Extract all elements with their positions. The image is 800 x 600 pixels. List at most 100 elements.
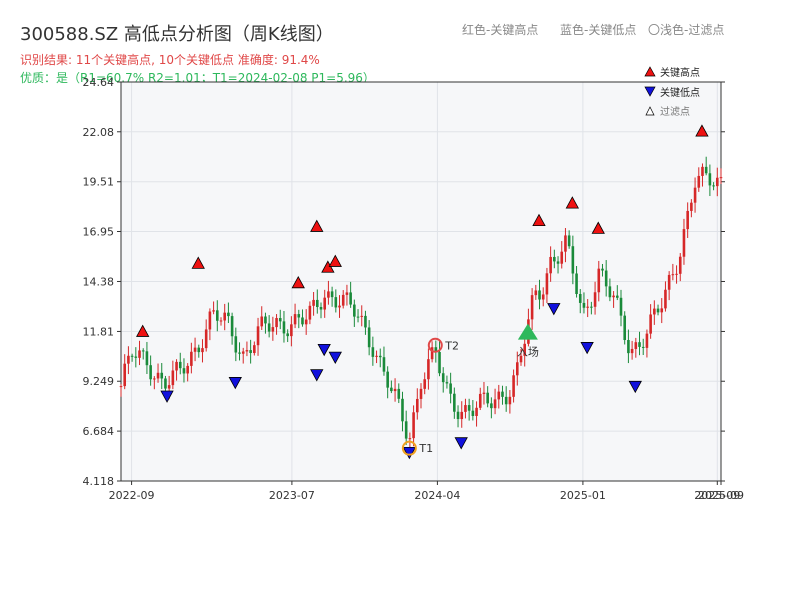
key-high-marker <box>591 221 605 234</box>
candle-body <box>456 411 460 420</box>
x-tick-label: 2025-01 <box>560 489 606 502</box>
entry-marker <box>517 323 538 340</box>
candle-body <box>134 356 138 358</box>
candle-body <box>338 305 341 308</box>
candle-body <box>523 343 527 356</box>
key-high-marker <box>136 324 150 337</box>
chart-title: 300588.SZ 高低点分析图（周K线图） <box>20 24 334 45</box>
candle-body <box>656 308 660 313</box>
candle-body <box>549 256 552 274</box>
candle-body <box>186 365 189 374</box>
candle-body <box>545 273 549 295</box>
y-tick-label: 9.249 <box>83 375 115 388</box>
candle-body <box>478 393 482 408</box>
candle-body <box>453 393 456 412</box>
candle-body <box>534 290 538 296</box>
key-high-marker <box>191 256 205 269</box>
candle-body <box>386 371 389 388</box>
candle-body <box>671 274 675 276</box>
candle-body <box>319 307 323 310</box>
candle-body <box>567 235 571 247</box>
candle-body <box>519 355 523 363</box>
candle-body <box>508 396 512 405</box>
key-low-marker <box>328 351 342 364</box>
candle-body <box>678 256 682 274</box>
y-tick-label: 19.51 <box>83 176 115 189</box>
key-high-marker <box>565 196 579 209</box>
candle-body <box>193 347 197 352</box>
y-tick-label: 4.118 <box>83 475 115 488</box>
candle-body <box>564 235 567 252</box>
candle-body <box>367 327 371 348</box>
candle-body <box>356 316 360 318</box>
candle-body <box>308 305 312 320</box>
candle-body <box>530 295 534 320</box>
candle-body <box>493 399 497 409</box>
candle-body <box>245 350 249 352</box>
candle-body <box>382 357 386 372</box>
candle-body <box>497 391 501 400</box>
candle-body <box>297 314 301 318</box>
candle-body <box>486 392 489 404</box>
candle-body <box>204 329 208 349</box>
candle-body <box>575 273 578 295</box>
candle-body <box>712 185 715 187</box>
candle-body <box>301 317 304 325</box>
candle-body <box>127 355 130 364</box>
candle-body <box>375 355 378 357</box>
candle-body <box>190 351 193 366</box>
candle-body <box>304 319 308 325</box>
candle-body <box>593 292 597 307</box>
key-low-marker <box>454 437 468 450</box>
candle-body <box>501 391 504 397</box>
candle-body <box>660 308 664 313</box>
candle-body <box>475 407 478 417</box>
candle-body <box>638 342 641 347</box>
key-low-marker <box>310 369 324 382</box>
legend-filtered-text: 过滤点 <box>660 105 690 118</box>
candle-body <box>608 286 612 298</box>
candle-body <box>586 306 589 308</box>
candle-body <box>171 370 175 386</box>
candle-body <box>427 359 430 380</box>
candle-body <box>141 350 145 352</box>
y-tick-label: 24.64 <box>83 76 115 89</box>
candle-body <box>582 302 586 308</box>
candle-body <box>415 398 419 413</box>
candle-body <box>290 324 293 337</box>
y-tick-label: 22.08 <box>83 126 115 139</box>
x-tick-label: 2025-09 <box>698 489 744 502</box>
candle-body <box>327 291 330 298</box>
candle-body <box>482 392 486 394</box>
legend-low-icon <box>644 86 656 97</box>
candle-body <box>430 347 434 360</box>
candle-body <box>364 315 367 328</box>
candle-body <box>353 304 356 317</box>
candle-body <box>315 299 319 308</box>
candle-body <box>641 346 645 348</box>
t2-marker <box>427 337 443 353</box>
key-high-marker <box>291 275 305 289</box>
candle-body <box>378 355 382 358</box>
key-high-marker <box>532 213 546 226</box>
candle-body <box>630 348 634 354</box>
key-low-marker <box>580 342 594 355</box>
candle-body <box>267 323 271 332</box>
candle-body <box>693 187 697 203</box>
candle-body <box>634 342 638 349</box>
candle-body <box>541 294 545 300</box>
x-tick-label: 2024-04 <box>414 489 460 502</box>
candle-body <box>197 347 201 353</box>
x-tick-label: 2025-09 <box>694 489 740 502</box>
y-tick-label: 16.95 <box>83 226 115 239</box>
candle-body <box>701 166 704 176</box>
candle-body <box>515 362 519 376</box>
candle-body <box>682 229 686 257</box>
key-high-marker <box>695 124 709 137</box>
candle-body <box>434 347 438 352</box>
candle-body <box>164 378 167 389</box>
candle-body <box>323 297 327 310</box>
candle-body <box>464 405 467 412</box>
candle-body <box>597 268 601 293</box>
legend-blue-label: 蓝色-关键低点 <box>560 23 637 37</box>
